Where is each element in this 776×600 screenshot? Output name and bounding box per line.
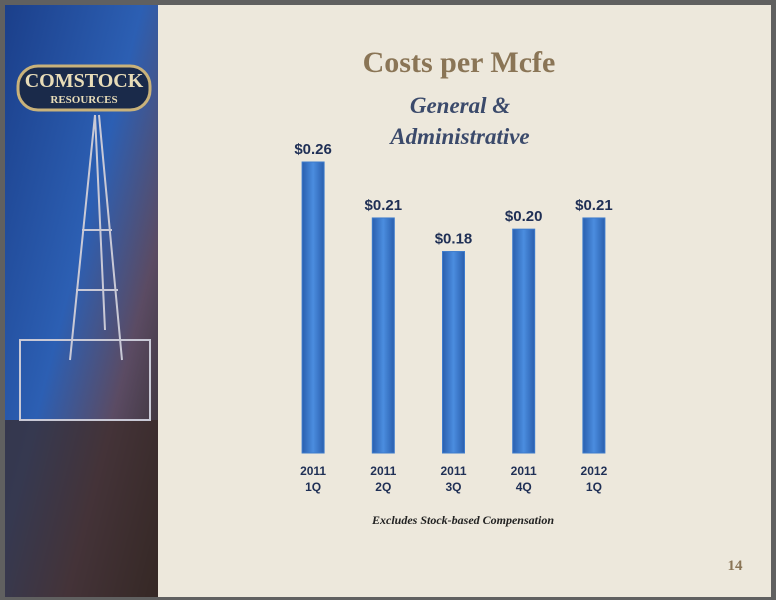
bar — [301, 161, 325, 454]
x-tick-label: 2011 — [300, 464, 326, 478]
logo-badge — [16, 64, 152, 112]
value-label: $0.26 — [294, 141, 332, 158]
value-label: $0.18 — [435, 231, 473, 248]
x-tick-label: 4Q — [516, 480, 532, 494]
chart-title: Costs per Mcfe — [363, 46, 556, 79]
logo-text: RESOURCES — [50, 94, 117, 106]
value-label: $0.21 — [575, 197, 613, 214]
x-tick-label: 2011 — [370, 464, 396, 478]
logo-text: COMSTOCK — [25, 70, 144, 92]
chart-subtitle: General & — [410, 93, 510, 118]
x-tick-label: 2011 — [440, 464, 466, 478]
x-tick-label: 2011 — [511, 464, 537, 478]
bar — [442, 251, 465, 454]
chart-subtitle: Administrative — [388, 124, 529, 149]
x-tick-label: 1Q — [305, 480, 321, 494]
deck — [5, 420, 158, 597]
x-tick-label: 2Q — [375, 480, 391, 494]
bar — [582, 217, 606, 454]
footnote: Excludes Stock-based Compensation — [371, 513, 554, 527]
x-tick-label: 2012 — [581, 464, 608, 478]
bar — [512, 228, 536, 454]
value-label: $0.21 — [365, 197, 403, 214]
rig — [19, 114, 151, 421]
x-tick-label: 3Q — [445, 480, 461, 494]
x-tick-label: 1Q — [586, 480, 602, 494]
bar — [371, 217, 395, 454]
page-number: 14 — [728, 558, 744, 574]
value-label: $0.20 — [505, 208, 543, 225]
